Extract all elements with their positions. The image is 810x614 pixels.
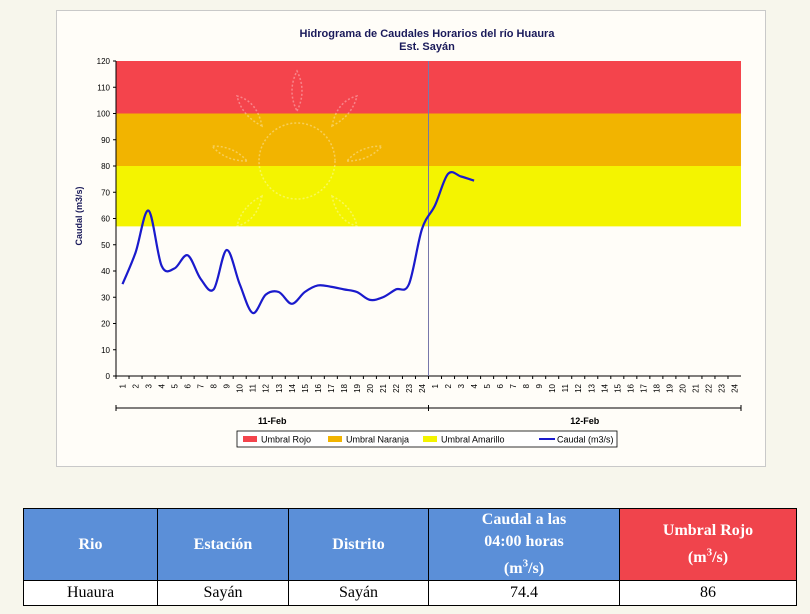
y-tick-label: 60 bbox=[101, 215, 110, 224]
x-tick-label: 2 bbox=[444, 383, 453, 388]
x-tick-label: 20 bbox=[366, 383, 375, 392]
x-tick-label: 4 bbox=[470, 383, 479, 388]
x-tick-label: 7 bbox=[509, 383, 518, 388]
legend-label-2: Umbral Amarillo bbox=[441, 435, 505, 445]
x-tick-label: 19 bbox=[665, 383, 674, 392]
y-tick-label: 100 bbox=[97, 110, 111, 119]
y-tick-label: 90 bbox=[101, 136, 110, 145]
chart-canvas: Hidrograma de Caudales Horarios del río … bbox=[74, 28, 742, 448]
y-tick-label: 80 bbox=[101, 162, 110, 171]
x-tick-label: 2 bbox=[132, 383, 141, 388]
x-tick-label: 16 bbox=[314, 383, 323, 392]
x-tick-label: 20 bbox=[678, 383, 687, 392]
x-tick-label: 22 bbox=[704, 383, 713, 392]
x-tick-label: 10 bbox=[236, 383, 245, 392]
y-tick-label: 50 bbox=[101, 241, 110, 250]
x-tick-label: 17 bbox=[327, 383, 336, 392]
x-tick-label: 12 bbox=[262, 383, 271, 392]
x-tick-label: 19 bbox=[353, 383, 362, 392]
x-tick-label: 11 bbox=[561, 383, 570, 392]
legend-label-0: Umbral Rojo bbox=[261, 435, 311, 445]
hydrograph-chart: Hidrograma de Caudales Horarios del río … bbox=[56, 10, 766, 467]
x-tick-label: 5 bbox=[171, 383, 180, 388]
x-tick-label: 21 bbox=[379, 383, 388, 392]
y-tick-label: 0 bbox=[106, 372, 111, 381]
x-tick-label: 23 bbox=[405, 383, 414, 392]
x-tick-label: 3 bbox=[145, 383, 154, 388]
chart-title: Hidrograma de Caudales Horarios del río … bbox=[300, 28, 556, 40]
x-tick-label: 15 bbox=[613, 383, 622, 392]
x-tick-label: 17 bbox=[639, 383, 648, 392]
table-header-row: Rio Estación Distrito Caudal a las 04:00… bbox=[23, 507, 797, 582]
x-tick-label: 9 bbox=[535, 383, 544, 388]
x-tick-label: 1 bbox=[119, 383, 128, 388]
series-layer bbox=[121, 171, 475, 315]
cell-caudal: 74.4 bbox=[428, 580, 620, 607]
y-tick-label: 110 bbox=[97, 83, 110, 92]
cell-distrito: Sayán bbox=[288, 580, 429, 607]
x-tick-label: 1 bbox=[431, 383, 440, 388]
x-tick-label: 13 bbox=[587, 383, 596, 392]
x-tick-label: 6 bbox=[496, 383, 505, 388]
x-tick-label: 6 bbox=[184, 383, 193, 388]
cell-umbral: 86 bbox=[619, 580, 797, 607]
y-tick-label: 30 bbox=[101, 293, 110, 302]
x-tick-label: 12 bbox=[574, 383, 583, 392]
x-tick-label: 3 bbox=[457, 383, 466, 388]
header-umbral-line1: Umbral Rojo bbox=[662, 522, 754, 539]
sun-watermark-icon bbox=[210, 69, 384, 228]
y-tick-label: 20 bbox=[101, 320, 110, 329]
legend-label-3: Caudal (m3/s) bbox=[557, 435, 614, 445]
x-tick-label: 8 bbox=[522, 383, 531, 388]
day-label-1: 12-Feb bbox=[570, 416, 600, 426]
chart-subtitle: Est. Sayán bbox=[399, 41, 455, 53]
y-axis-title: Caudal (m3/s) bbox=[74, 186, 84, 245]
legend-swatch-2 bbox=[423, 436, 437, 442]
x-tick-label: 22 bbox=[392, 383, 401, 392]
header-rio: Rio bbox=[23, 507, 158, 582]
cell-rio: Huaura bbox=[23, 580, 158, 607]
x-tick-label: 23 bbox=[717, 383, 726, 392]
x-tick-label: 15 bbox=[301, 383, 310, 392]
y-tick-label: 70 bbox=[101, 188, 110, 197]
x-tick-label: 18 bbox=[340, 383, 349, 392]
day-label-0: 11-Feb bbox=[258, 416, 287, 426]
x-tick-label: 18 bbox=[652, 383, 661, 392]
x-tick-label: 9 bbox=[223, 383, 232, 388]
x-tick-label: 4 bbox=[158, 383, 167, 388]
header-caudal-unit: (m3/s) bbox=[503, 558, 545, 578]
x-tick-label: 24 bbox=[730, 383, 739, 392]
x-tick-label: 5 bbox=[483, 383, 492, 388]
y-tick-label: 120 bbox=[97, 57, 111, 66]
series-line-caudal bbox=[121, 171, 475, 315]
summary-table: Rio Estación Distrito Caudal a las 04:00… bbox=[23, 507, 797, 607]
legend: Umbral Rojo Umbral Naranja Umbral Amarillo… bbox=[236, 430, 618, 448]
x-tick-label: 21 bbox=[691, 383, 700, 392]
x-tick-label: 10 bbox=[548, 383, 557, 392]
header-estacion: Estación bbox=[157, 507, 289, 582]
header-distrito: Distrito bbox=[288, 507, 429, 582]
header-umbral-unit: (m3/s) bbox=[687, 547, 729, 567]
legend-swatch-1 bbox=[328, 436, 342, 442]
legend-label-1: Umbral Naranja bbox=[346, 435, 409, 445]
x-tick-label: 8 bbox=[210, 383, 219, 388]
header-caudal-line2: 04:00 horas bbox=[484, 533, 564, 550]
x-tick-label: 13 bbox=[275, 383, 284, 392]
cell-estacion: Sayán bbox=[157, 580, 289, 607]
header-caudal-line1: Caudal a las bbox=[481, 511, 567, 528]
x-tick-label: 24 bbox=[418, 383, 427, 392]
y-tick-label: 40 bbox=[101, 267, 110, 276]
table-row: Huaura Sayán Sayán 74.4 86 bbox=[23, 580, 797, 607]
legend-swatch-0 bbox=[243, 436, 257, 442]
x-tick-label: 7 bbox=[197, 383, 206, 388]
header-umbral-rojo: Umbral Rojo (m3/s) bbox=[619, 507, 797, 582]
x-tick-label: 14 bbox=[288, 383, 297, 392]
y-tick-label: 10 bbox=[101, 346, 110, 355]
x-tick-label: 11 bbox=[249, 383, 258, 392]
x-tick-label: 16 bbox=[626, 383, 635, 392]
header-caudal: Caudal a las 04:00 horas (m3/s) bbox=[428, 507, 620, 582]
x-tick-label: 14 bbox=[600, 383, 609, 392]
